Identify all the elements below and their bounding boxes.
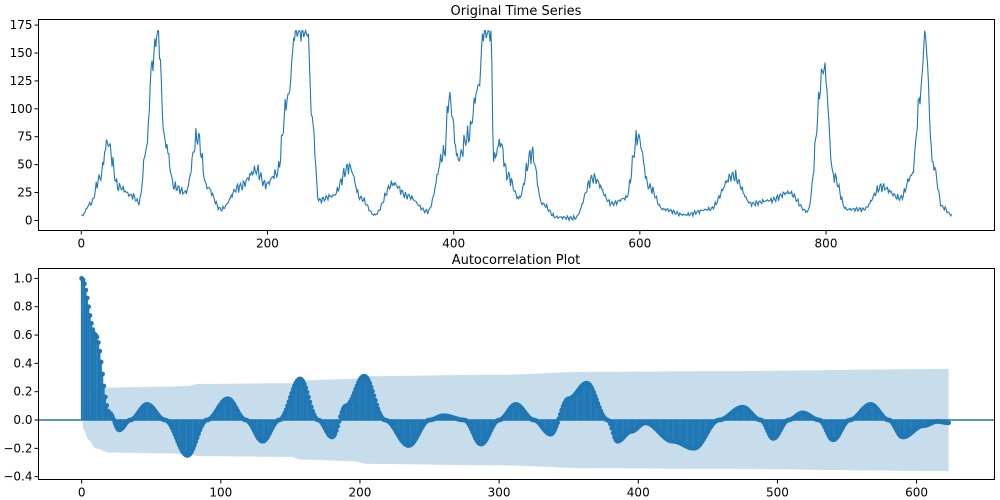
acf-point: [283, 407, 289, 413]
acf-point: [86, 304, 91, 310]
chart-top-frame: [38, 19, 995, 231]
acf-point: [102, 394, 108, 400]
chart-top-y-tick-label: 50: [17, 158, 32, 172]
acf-point: [194, 435, 200, 441]
acf-point: [371, 393, 377, 399]
acf-point: [310, 408, 316, 414]
chart-top-x-tick-label: 200: [256, 237, 279, 251]
acf-point: [90, 327, 96, 333]
chart-top-y-tick-label: 0: [25, 213, 33, 227]
acf-point: [367, 380, 373, 386]
acf-point: [191, 443, 197, 448]
chart-bottom-frame: [38, 268, 995, 480]
acf-point: [609, 425, 615, 431]
acf-point: [111, 417, 117, 422]
chart-bottom-y-tick-label: 1.0: [13, 271, 32, 285]
acf-point: [557, 411, 563, 417]
chart-top-x-tick-label: 0: [77, 237, 85, 251]
acf-point: [370, 388, 375, 394]
acf-point: [559, 407, 565, 413]
acf-point: [101, 383, 107, 389]
chart-bottom-autocorrelation-plot: Autocorrelation Plot 0 100 200 300 400 500 600…: [3, 253, 995, 500]
chart-bottom-x-tick-label: 0: [78, 486, 86, 500]
chart-top-y-axis: 0 25 50 75 100 125 150 175: [10, 18, 39, 227]
acf-point: [368, 384, 374, 390]
chart-bottom-x-tick-label: 600: [905, 486, 928, 500]
acf-point: [555, 420, 560, 426]
acf-point: [372, 397, 378, 403]
chart-bottom-y-tick-label: 0.0: [13, 413, 32, 427]
acf-point: [375, 406, 381, 412]
chart-top-y-tick-label: 175: [10, 18, 33, 32]
acf-point: [285, 403, 290, 409]
acf-point: [104, 403, 110, 408]
acf-point: [374, 402, 380, 408]
acf-point: [193, 439, 199, 445]
acf-point: [595, 401, 601, 406]
chart-bottom-x-tick-label: 400: [627, 486, 650, 500]
acf-point: [88, 320, 94, 326]
acf-point: [100, 371, 105, 377]
acf-point: [610, 430, 616, 436]
acf-point: [98, 359, 104, 365]
acf-point: [556, 416, 562, 422]
acf-markers: [79, 276, 951, 458]
acf-point: [289, 390, 295, 396]
chart-bottom-x-tick-label: 200: [348, 486, 371, 500]
acf-point: [95, 340, 101, 345]
acf-point: [87, 313, 93, 318]
acf-point: [553, 424, 559, 429]
acf-point: [592, 393, 598, 399]
acf-point: [303, 385, 309, 391]
chart-top-x-tick-label: 400: [442, 237, 465, 251]
acf-point: [335, 423, 341, 429]
acf-point: [338, 414, 343, 420]
chart-bottom-y-axis: −0.4 −0.2 0.0 0.2 0.4 0.6 0.8 1.0: [3, 271, 39, 484]
chart-bottom-y-tick-label: 0.8: [13, 300, 32, 314]
acf-point: [608, 421, 613, 427]
acf-point: [336, 419, 342, 424]
acf-point: [308, 404, 314, 410]
chart-top-x-tick-label: 600: [628, 237, 651, 251]
chart-bottom-x-axis: 0 100 200 300 400 500 600: [78, 479, 928, 500]
chart-top-title: Original Time Series: [451, 4, 582, 19]
chart-bottom-y-tick-label: 0.6: [13, 328, 32, 342]
chart-top-y-tick-label: 100: [10, 102, 33, 116]
acf-point: [196, 431, 201, 437]
chart-bottom-y-tick-label: 0.2: [13, 385, 32, 399]
acf-point: [946, 420, 951, 426]
chart-top-x-axis: 0 200 400 600 800: [77, 230, 838, 251]
chart-top-y-tick-label: 125: [10, 74, 33, 88]
acf-point: [82, 281, 87, 287]
acf-point: [333, 428, 339, 433]
chart-top-y-tick-label: 25: [17, 186, 32, 200]
acf-point: [304, 389, 310, 395]
chart-top-original-time-series: Original Time Series 0 200 400 600 800 0 25 50…: [10, 4, 995, 251]
time-series-line: [81, 28, 953, 223]
chart-top-x-tick-label: 800: [815, 237, 838, 251]
chart-top-y-tick-label: 75: [17, 130, 32, 144]
chart-bottom-y-tick-label: −0.2: [3, 441, 32, 455]
acf-point: [286, 399, 292, 405]
chart-bottom-y-tick-label: 0.4: [13, 356, 32, 370]
acf-point: [307, 399, 313, 405]
acf-point: [301, 381, 307, 387]
acf-point: [80, 277, 86, 283]
chart-bottom-x-tick-label: 500: [766, 486, 789, 500]
acf-point: [84, 295, 90, 301]
acf-point: [83, 287, 89, 293]
chart-top-y-tick-label: 150: [10, 46, 33, 60]
acf-point: [287, 394, 293, 400]
chart-bottom-title: Autocorrelation Plot: [452, 253, 581, 268]
acf-point: [94, 334, 100, 340]
chart-bottom-x-tick-label: 100: [209, 486, 232, 500]
acf-point: [594, 397, 599, 403]
chart-bottom-y-tick-label: −0.4: [3, 470, 32, 484]
chart-bottom-x-tick-label: 300: [488, 486, 511, 500]
acf-point: [306, 394, 311, 400]
acf-point: [97, 348, 103, 354]
